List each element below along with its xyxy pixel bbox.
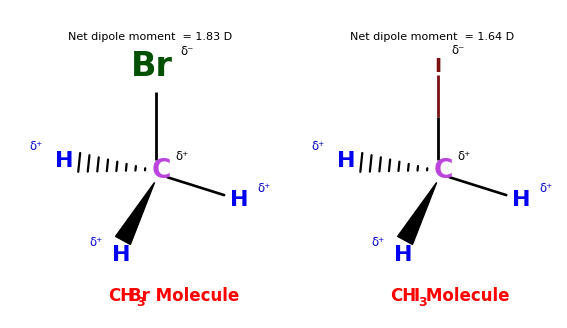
Text: Br: Br [130, 50, 172, 83]
Text: H: H [512, 190, 530, 210]
Text: δ⁺: δ⁺ [175, 150, 189, 163]
Text: H: H [55, 151, 74, 171]
Text: δ⁺: δ⁺ [29, 140, 43, 153]
Text: C: C [151, 158, 171, 184]
Text: 3: 3 [418, 296, 428, 309]
Text: CH: CH [391, 287, 417, 305]
Text: δ⁺: δ⁺ [539, 182, 552, 195]
Text: δ⁺: δ⁺ [458, 150, 471, 163]
Text: δ⁻: δ⁻ [180, 45, 194, 58]
Text: δ⁻: δ⁻ [451, 44, 464, 57]
Text: CH: CH [108, 287, 134, 305]
Text: δ⁺: δ⁺ [371, 236, 384, 249]
Text: H: H [230, 190, 248, 210]
Text: H: H [112, 245, 130, 265]
Text: H: H [337, 151, 356, 171]
Text: δ⁺: δ⁺ [257, 182, 270, 195]
Text: δ⁺: δ⁺ [311, 140, 325, 153]
Polygon shape [397, 182, 437, 244]
Text: Net dipole moment  = 1.64 D: Net dipole moment = 1.64 D [350, 32, 514, 42]
Text: C: C [433, 158, 452, 184]
Text: Br Molecule: Br Molecule [129, 287, 240, 305]
Text: 3: 3 [137, 296, 145, 309]
Polygon shape [116, 182, 155, 244]
Text: Net dipole moment  = 1.83 D: Net dipole moment = 1.83 D [68, 32, 232, 42]
Text: I: I [434, 57, 441, 76]
Text: H: H [393, 245, 412, 265]
Text: δ⁺: δ⁺ [89, 236, 102, 249]
Text: I Molecule: I Molecule [414, 287, 509, 305]
